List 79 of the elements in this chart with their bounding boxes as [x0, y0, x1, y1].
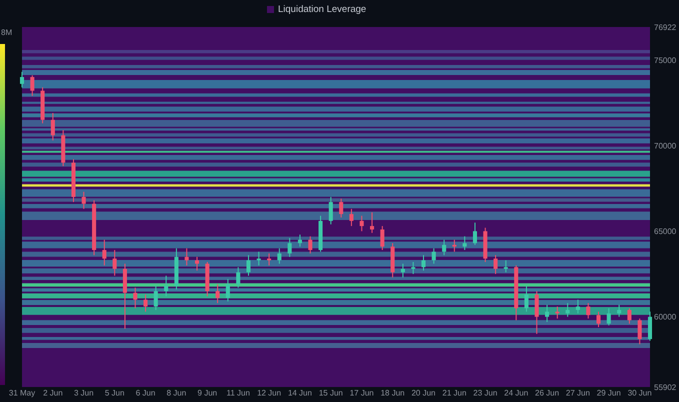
- y-tick-label: 70000: [654, 141, 677, 150]
- x-tick-label: 15 Jun: [318, 388, 343, 398]
- x-tick-label: 31 May: [8, 388, 36, 398]
- candlestick: [144, 294, 148, 312]
- candlestick: [545, 304, 550, 322]
- candlestick: [370, 212, 374, 234]
- y-tick-label: 75000: [654, 56, 677, 65]
- candlestick: [411, 262, 416, 274]
- y-tick-label: 76922: [654, 22, 677, 32]
- candlestick: [122, 263, 127, 330]
- candlestick: [494, 254, 498, 274]
- x-tick-label: 14 Jun: [288, 388, 312, 398]
- x-tick-label: 27 Jun: [566, 388, 590, 398]
- candlestick: [596, 311, 601, 328]
- x-tick-label: 23 Jun: [473, 388, 498, 398]
- candlestick: [566, 302, 570, 318]
- x-tick-label: 30 Jun: [628, 388, 652, 398]
- candlestick: [555, 306, 560, 320]
- x-tick-label: 29 Jun: [596, 388, 621, 398]
- candlestick: [576, 299, 580, 314]
- candlestick: [504, 260, 508, 273]
- x-tick-label: 9 Jun: [198, 388, 218, 398]
- candlestick: [627, 308, 632, 324]
- x-tick-label: 3 Jun: [74, 388, 94, 398]
- candlestick: [421, 254, 426, 272]
- candlestick: [328, 196, 333, 225]
- candlestick: [462, 236, 467, 251]
- y-tick-label: 60000: [654, 312, 677, 322]
- candlestick: [216, 284, 220, 304]
- candlestick: [256, 251, 261, 266]
- x-tick-label: 11 Jun: [226, 388, 250, 398]
- candlestick: [400, 263, 405, 278]
- candlestick: [267, 252, 272, 266]
- candlestick: [534, 290, 539, 334]
- candlestick: [432, 248, 436, 264]
- candlestick: [638, 318, 642, 345]
- candlestick: [442, 239, 446, 256]
- candlestick: [524, 285, 528, 312]
- candlestick: [349, 208, 354, 227]
- candlestick: [360, 215, 364, 232]
- candlestick: [380, 226, 384, 251]
- candlestick: [339, 198, 344, 218]
- candlestick: [586, 302, 590, 320]
- candlestick: [236, 266, 240, 288]
- legend-label: Liquidation Leverage: [278, 4, 366, 15]
- y-tick-label: 55902: [654, 382, 677, 392]
- candlestick: [308, 236, 312, 254]
- candlestick: [102, 239, 106, 266]
- x-tick-label: 18 Jun: [380, 388, 405, 398]
- y-tick-label: 65000: [654, 227, 677, 236]
- candlestick: [154, 285, 158, 310]
- candlestick: [133, 287, 138, 309]
- candlestick: [20, 71, 24, 88]
- x-tick-label: 26 Jun: [535, 388, 560, 398]
- x-tick-label: 5 Jun: [104, 388, 124, 398]
- x-tick-label: 6 Jun: [136, 388, 156, 398]
- candlestick: [617, 304, 622, 318]
- x-tick-label: 2 Jun: [43, 388, 63, 398]
- x-tick-label: 8 Jun: [166, 388, 186, 398]
- x-tick-label: 12 Jun: [257, 388, 282, 398]
- candlestick: [184, 248, 189, 266]
- candlestick: [277, 248, 282, 264]
- candlestick: [298, 234, 302, 248]
- candlestick: [606, 308, 611, 326]
- color-bar-title: 8M: [1, 28, 12, 38]
- x-tick-label: 17 Jun: [350, 388, 374, 398]
- candlestick: [112, 250, 117, 276]
- candlestick: [164, 275, 168, 297]
- candlestick: [82, 191, 86, 210]
- candlestick: [246, 254, 251, 276]
- candlestick: [50, 112, 55, 141]
- candlestick: [226, 278, 230, 302]
- candlestick: [472, 222, 478, 246]
- x-tick-label: 20 Jun: [411, 388, 436, 398]
- candlestick: [648, 311, 652, 342]
- x-tick-label: 24 Jun: [504, 388, 528, 398]
- candlestick: [30, 74, 34, 96]
- x-tick-label: 21 Jun: [442, 388, 466, 398]
- candlestick: [288, 238, 292, 258]
